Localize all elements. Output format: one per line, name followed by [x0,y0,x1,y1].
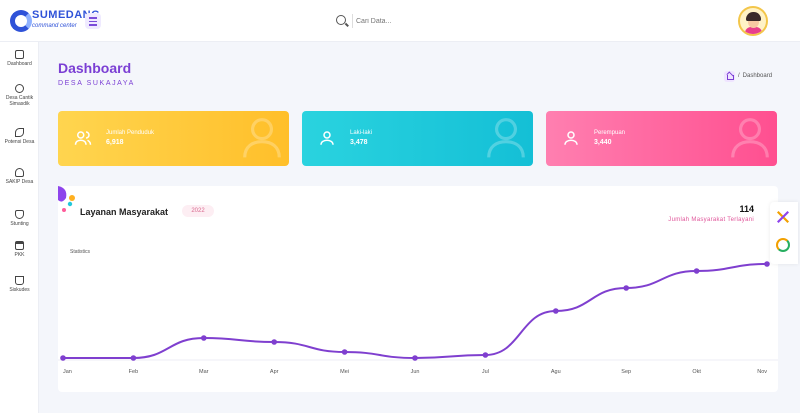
x-tick-label: Sep [621,369,631,375]
x-tick-label: Nov [757,369,767,375]
x-tick-label: Jun [411,369,420,375]
total-served-value: 114 [739,204,754,214]
logo[interactable]: SUMEDANG command center [10,8,100,34]
x-tick-label: Agu [551,369,561,375]
sidebar-item-label: PKK [14,252,25,258]
data-point-agu[interactable] [553,308,559,314]
x-tick-label: Mei [340,369,349,375]
data-point-feb[interactable] [130,355,137,361]
panel-title: Layanan Masyarakat [80,207,169,217]
logo-subtext: command center [32,23,77,29]
sidebar-item-pkk[interactable]: PKK [0,241,39,258]
search-divider [352,14,353,28]
logo-mark [10,10,32,32]
sidebar-item-label: Desa Cantik Simasdik [5,95,34,107]
line-chart: Jan Feb Mar Apr Mei Jun Jul Agu Sep Okt Nov [58,261,778,375]
home-icon[interactable] [724,70,735,82]
data-point-jun[interactable] [412,355,418,361]
total-served-label: Jumlah Masyarakat Terlayani [668,217,754,223]
x-tick-label: Apr [270,369,279,375]
avatar[interactable] [738,6,768,36]
sidebar-item-label: Siskudes [9,287,30,293]
data-point-jul[interactable] [482,352,489,358]
x-tick-label: Jan [63,369,72,375]
data-point-apr[interactable] [271,339,277,345]
user-icon [564,131,578,145]
stat-card-value: 3,440 [594,139,612,146]
menu-toggle-button[interactable] [85,13,101,29]
breadcrumb-separator: / [738,73,740,79]
search-bar [336,14,536,30]
stat-card-label: Jumlah Penduduk [106,130,155,136]
sidebar-item-siskudes[interactable]: Siskudes [0,276,39,293]
stat-card-label: Laki-laki [350,130,373,136]
users-icon [243,118,281,158]
stat-card-value: 3,478 [350,139,368,146]
page-title: Dashboard [58,60,132,76]
breadcrumb-current: Dashboard [742,73,773,79]
data-point-nov[interactable] [764,261,770,267]
rocket-icon [15,168,24,177]
breadcrumb: / Dashboard [724,70,772,82]
sidebar-item-sakip-desa[interactable]: SAKIP Desa [0,168,39,185]
stat-card-value: 6,918 [106,139,124,146]
x-tick-label: Okt [692,369,701,375]
stat-card-female[interactable]: Perempuan 3,440 [546,111,777,166]
shield-icon [15,210,24,219]
stat-card-population[interactable]: Jumlah Penduduk 6,918 [58,111,289,166]
data-point-okt[interactable] [693,268,700,274]
x-tick-label: Mar [199,369,209,375]
home-icon [15,50,24,59]
data-point-sep[interactable] [623,285,629,291]
search-icon[interactable] [336,15,346,25]
cart-icon [15,276,24,285]
tools-icon[interactable] [776,210,790,224]
floating-tools [770,202,798,264]
sidebar-item-potensi-desa[interactable]: Potensi Desa [0,128,39,145]
sidebar-item-label: Dashboard [7,61,32,67]
x-tick-label: Feb [129,369,138,375]
series-line [63,263,768,360]
lightbulb-icon [15,84,24,93]
sidebar-item-label: SAKIP Desa [5,179,34,185]
logo-text: SUMEDANG [32,9,101,21]
decorative-shapes-icon [58,186,75,212]
stat-card-male[interactable]: Laki-laki 3,478 [302,111,533,166]
page-subtitle: DESA SUKAJAYA [58,80,135,87]
user-icon [731,118,769,158]
stat-card-label: Perempuan [594,130,626,136]
search-input[interactable] [356,14,536,28]
users-icon [74,131,92,145]
year-badge[interactable]: 2022 [182,205,214,217]
sidebar-item-stunting[interactable]: Stunting [0,210,39,227]
sidebar-item-dashboard[interactable]: Dashboard [0,50,39,67]
sidebar-item-desa-cantik[interactable]: Desa Cantik Simasdik [0,84,39,107]
top-bar: SUMEDANG command center [0,0,800,42]
user-icon [487,118,525,158]
leaf-icon [15,128,24,137]
data-point-mar[interactable] [201,335,207,341]
calendar-icon [15,241,24,250]
data-point-mei[interactable] [341,349,348,355]
chart-label: Statistics [70,249,91,255]
sidebar-item-label: Potensi Desa [4,139,35,145]
refresh-icon[interactable] [776,238,790,252]
sidebar: Dashboard Desa Cantik Simasdik Potensi D… [0,42,39,413]
sidebar-item-label: Stunting [10,221,29,227]
data-point-jan[interactable] [60,355,66,361]
x-tick-label: Jul [482,369,489,375]
service-chart-panel: Layanan Masyarakat 2022 114 Jumlah Masya… [58,186,778,392]
user-icon [320,131,334,145]
